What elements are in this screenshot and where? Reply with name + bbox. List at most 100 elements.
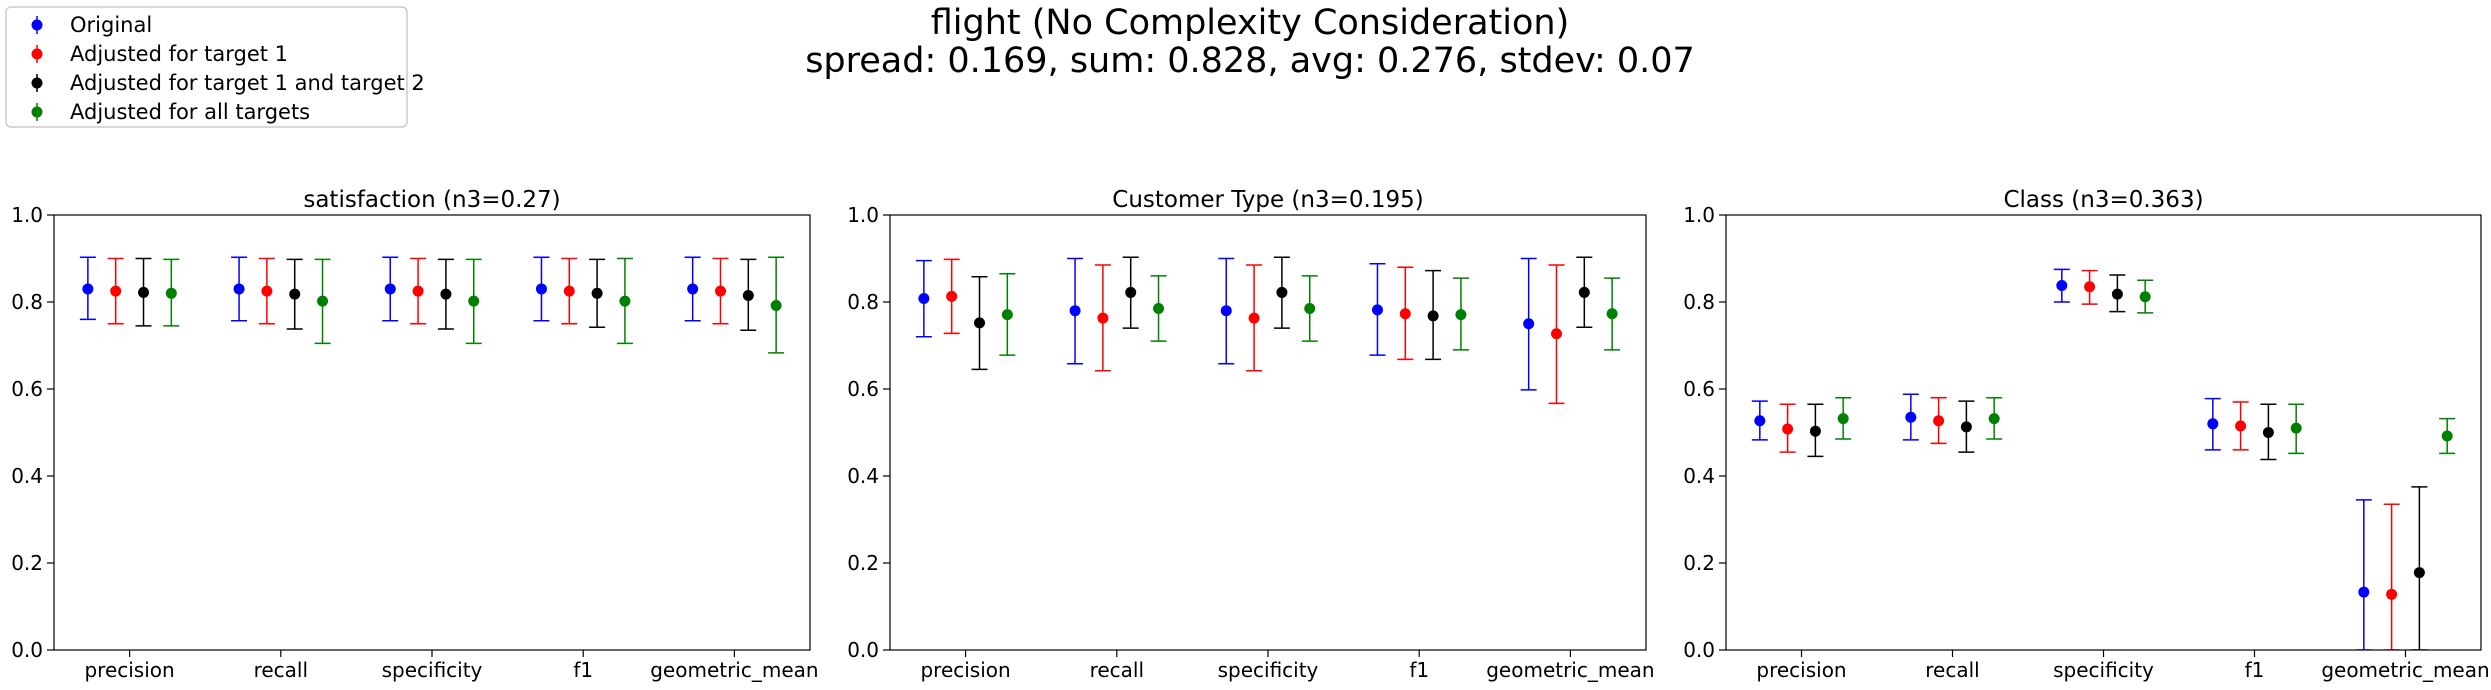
y-tick-label: 0.8	[1683, 290, 1715, 314]
errorbar-original	[684, 256, 701, 322]
errorbar-target1-target2	[1122, 256, 1139, 329]
errorbar-original	[1751, 400, 1768, 441]
y-tick-label: 1.0	[847, 203, 879, 227]
point-target1-target2	[1427, 310, 1439, 322]
point-original	[1220, 305, 1232, 317]
x-tick-label: specificity	[1218, 658, 1319, 682]
legend-marker	[31, 19, 43, 31]
plot-area	[1751, 268, 2456, 650]
plot-area	[915, 256, 1621, 405]
point-all-targets	[1153, 303, 1165, 315]
point-target1-target2	[2413, 567, 2425, 579]
errorbar-target1	[410, 257, 427, 325]
point-original	[687, 283, 699, 295]
errorbar-target1-target2	[1273, 256, 1290, 329]
point-all-targets	[770, 299, 782, 311]
errorbar-target1-target2	[1807, 403, 1824, 458]
errorbar-all-targets	[465, 258, 482, 345]
x-tick-label: geometric_mean	[650, 658, 818, 682]
axes-frame	[53, 214, 811, 651]
errorbar-all-targets	[1301, 275, 1318, 342]
y-tick-label: 0.6	[11, 377, 43, 401]
y-tick-label: 0.6	[1683, 377, 1715, 401]
point-target1-target2	[1578, 286, 1590, 298]
y-tick-label: 1.0	[11, 203, 43, 227]
subplot-satisfaction: satisfaction (n3=0.27) 0.0 0.2 0.4 0.6 0.8 1.0…	[11, 187, 818, 682]
errorbar-target1	[1930, 396, 1947, 445]
errorbar-original	[1520, 257, 1537, 391]
point-target1	[1097, 312, 1109, 324]
point-target1-target2	[289, 288, 301, 300]
errorbar-original	[1218, 257, 1235, 365]
errorbar-target1	[561, 257, 578, 325]
errorbar-original	[2204, 397, 2221, 451]
point-target1-target2	[2262, 427, 2274, 438]
legend-entry-original: Original	[31, 13, 152, 37]
x-tick-label: geometric_mean	[1486, 658, 1654, 682]
errorbar-all-targets	[616, 257, 633, 345]
legend-label-all-targets: Adjusted for all targets	[70, 100, 310, 124]
point-target1-target2	[2111, 288, 2123, 300]
errorbar-original	[2355, 499, 2372, 650]
point-target1-target2	[1809, 425, 1821, 437]
x-tick-label: precision	[84, 658, 174, 682]
errorbar-target1-target2	[589, 258, 606, 328]
point-original	[1754, 415, 1766, 427]
point-all-targets	[165, 287, 177, 299]
errorbar-target1	[1246, 264, 1263, 372]
x-tick-label: specificity	[2053, 658, 2154, 682]
point-target1-target2	[742, 289, 754, 301]
point-original	[2207, 418, 2219, 430]
point-original	[384, 283, 396, 295]
point-target1	[1399, 308, 1411, 320]
point-target1-target2	[591, 287, 603, 299]
point-original	[233, 283, 245, 295]
point-original	[2056, 279, 2068, 291]
legend-entry-all-targets: Adjusted for all targets	[31, 100, 310, 124]
errorbar-all-targets	[1604, 277, 1621, 351]
errorbar-original	[382, 256, 399, 322]
errorbar-target1-target2	[286, 258, 303, 330]
errorbar-target1	[1397, 266, 1414, 361]
point-target1	[2084, 281, 2096, 293]
y-tick-label: 0.8	[847, 290, 879, 314]
point-all-targets	[1455, 309, 1467, 321]
errorbar-target1	[1548, 264, 1565, 405]
legend-frame	[5, 6, 408, 128]
point-all-targets	[619, 295, 631, 307]
errorbar-target1	[943, 258, 960, 335]
errorbar-all-targets	[1986, 396, 2003, 440]
point-original	[918, 293, 930, 305]
subplot-title: Customer Type (n3=0.195)	[1112, 187, 1423, 213]
y-tick-label: 0.8	[11, 290, 43, 314]
errorbar-target1-target2	[2109, 274, 2126, 313]
errorbar-target1-target2	[2260, 403, 2277, 461]
point-all-targets	[2139, 291, 2151, 303]
point-target1	[412, 285, 424, 297]
point-target1	[946, 290, 958, 302]
y-tick-label: 0.0	[1683, 638, 1715, 662]
subplot-class: Class (n3=0.363) 0.0 0.2 0.4 0.6 0.8 1.0 precis…	[1683, 187, 2489, 682]
errorbar-target1	[107, 257, 124, 325]
y-tick-label: 1.0	[1683, 203, 1715, 227]
point-target1	[1550, 328, 1562, 340]
errorbar-original	[1369, 262, 1386, 356]
errorbar-target1-target2	[1576, 256, 1593, 328]
point-target1	[110, 285, 122, 297]
point-original	[1523, 318, 1535, 330]
subplot-title: satisfaction (n3=0.27)	[303, 187, 560, 213]
errorbar-target1	[712, 257, 729, 325]
point-target1	[2386, 588, 2398, 600]
y-tick-label: 0.2	[11, 551, 43, 575]
y-tick-label: 0.6	[847, 377, 879, 401]
x-tick-label: precision	[1756, 658, 1846, 682]
errorbar-all-targets	[163, 258, 180, 327]
point-target1-target2	[974, 317, 986, 329]
legend: Original Adjusted for target 1 Adjusted …	[5, 6, 425, 128]
legend-marker	[31, 77, 43, 89]
errorbar-all-targets	[2137, 279, 2154, 314]
errorbar-target1	[1779, 403, 1796, 453]
point-target1	[1248, 312, 1260, 324]
errorbar-target1-target2	[2411, 486, 2428, 650]
point-all-targets	[2441, 430, 2453, 442]
